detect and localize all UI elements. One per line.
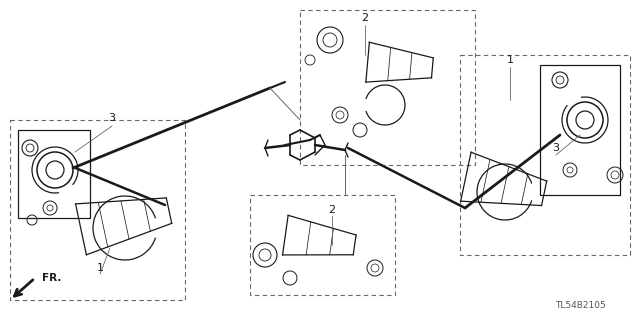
Bar [460,55,630,255]
Bar [250,195,395,295]
Bar [10,120,185,300]
Text: FR.: FR. [42,273,61,283]
Bar [18,130,90,218]
Text: 1: 1 [97,263,104,273]
Text: TL54B2105: TL54B2105 [555,301,605,310]
Bar [300,10,475,165]
Text: 3: 3 [109,113,115,123]
Text: 2: 2 [362,13,369,23]
Bar [540,65,620,195]
Text: 3: 3 [552,143,559,153]
Text: 2: 2 [328,205,335,215]
Text: 1: 1 [506,55,513,65]
